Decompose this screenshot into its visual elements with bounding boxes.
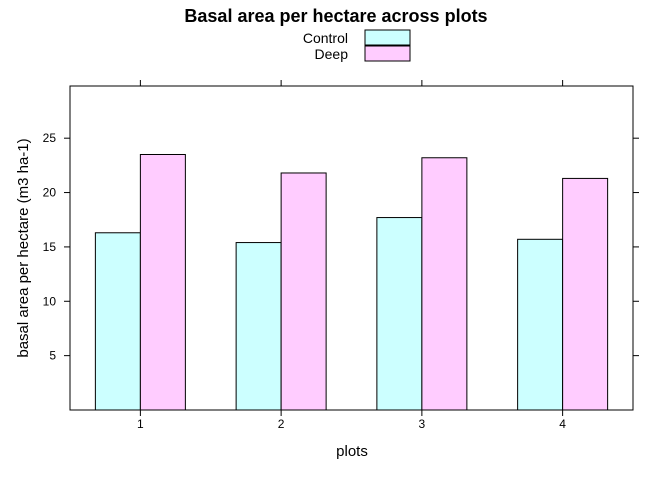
- legend-swatch-deep: [364, 45, 411, 62]
- bar-control-3: [376, 217, 423, 411]
- bars: [94, 153, 609, 411]
- bar-deep-3: [421, 157, 468, 411]
- y-axis-ticks: 5 10 15 20 25: [43, 131, 639, 363]
- x-tick-label-3: 3: [419, 417, 426, 431]
- y-tick-label-20: 20: [43, 186, 57, 200]
- bar-deep-4: [562, 177, 609, 411]
- chart-title: Basal area per hectare across plots: [184, 6, 487, 26]
- legend-label-control: Control: [303, 30, 348, 46]
- y-tick-label-5: 5: [49, 349, 56, 363]
- x-axis-ticks: 1 2 3 4: [137, 80, 566, 431]
- legend-label-deep: Deep: [315, 46, 349, 62]
- bar-deep-1: [139, 153, 186, 411]
- plot-frame: [69, 85, 634, 411]
- x-tick-label-4: 4: [559, 417, 566, 431]
- y-tick-label-10: 10: [43, 294, 57, 308]
- x-axis-label: plots: [336, 443, 368, 460]
- bar-control-2: [235, 242, 282, 411]
- x-tick-label-1: 1: [137, 417, 144, 431]
- bar-control-4: [517, 238, 564, 411]
- x-tick-label-2: 2: [278, 417, 285, 431]
- y-tick-label-15: 15: [43, 240, 57, 254]
- bar-control-1: [94, 232, 141, 411]
- y-axis-label: basal area per hectare (m3 ha-1): [15, 138, 32, 357]
- legend-swatch-control: [364, 29, 411, 46]
- y-tick-label-25: 25: [43, 131, 57, 145]
- bar-deep-2: [280, 172, 327, 411]
